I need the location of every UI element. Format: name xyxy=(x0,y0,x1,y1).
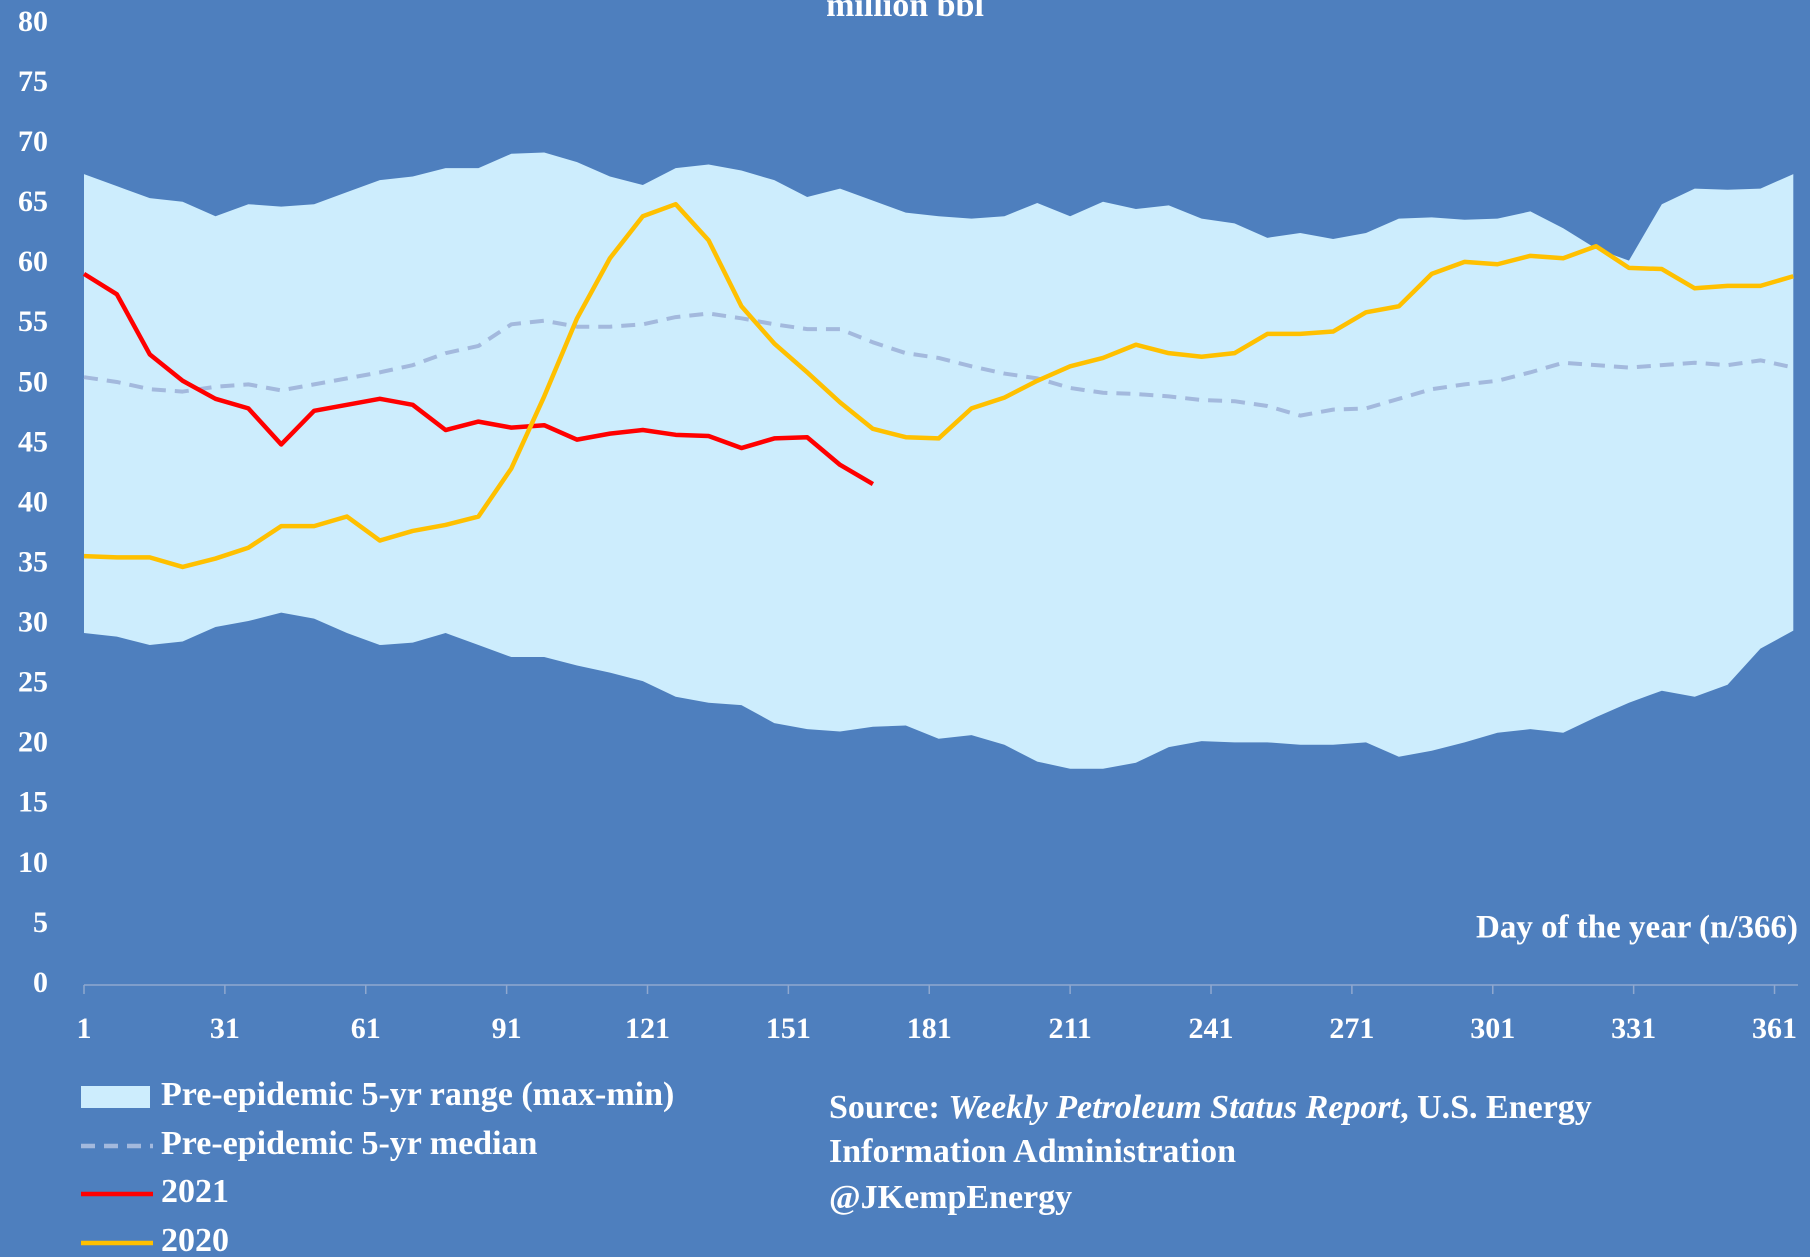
range-area xyxy=(84,152,1794,769)
y-tick-label: 40 xyxy=(18,485,48,518)
x-tick-label: 151 xyxy=(766,1012,811,1045)
x-tick-label: 121 xyxy=(625,1012,670,1045)
legend-swatch xyxy=(81,1086,150,1108)
source-rest: , U.S. Energy xyxy=(1400,1089,1592,1126)
y-tick-label: 80 xyxy=(18,5,48,38)
x-tick-label: 331 xyxy=(1611,1012,1656,1045)
x-tick-label: 31 xyxy=(210,1012,240,1045)
series-line xyxy=(82,271,875,487)
legend-label: 2021 xyxy=(161,1173,229,1210)
source-line: Information Administration xyxy=(829,1133,1236,1170)
series-line xyxy=(83,201,1794,570)
source-label: Source: xyxy=(829,1089,940,1126)
source-line: Source: Weekly Petroleum Status Report, … xyxy=(829,1089,1592,1126)
x-tick-label: 181 xyxy=(907,1012,952,1045)
y-tick-label: 10 xyxy=(18,846,48,879)
y-tick-label: 65 xyxy=(18,185,48,218)
x-tick-label: 1 xyxy=(77,1012,92,1045)
legend-label: Pre-epidemic 5-yr median xyxy=(161,1125,538,1162)
x-tick-label: 241 xyxy=(1189,1012,1234,1045)
y-tick-label: 75 xyxy=(18,65,48,98)
plot-area xyxy=(82,152,1794,769)
chart-subtitle: million bbl xyxy=(826,0,984,24)
x-tick-label: 301 xyxy=(1470,1012,1515,1045)
y-tick-label: 50 xyxy=(18,365,48,398)
x-tick-label: 361 xyxy=(1752,1012,1797,1045)
x-tick-label: 211 xyxy=(1048,1012,1091,1045)
legend-label: Pre-epidemic 5-yr range (max-min) xyxy=(161,1076,674,1113)
y-tick-label: 0 xyxy=(33,966,48,999)
x-axis-label: Day of the year (n/366) xyxy=(1476,910,1798,946)
y-tick-label: 25 xyxy=(18,666,48,699)
source-handle: @JKempEnergy xyxy=(829,1179,1072,1216)
y-tick-label: 55 xyxy=(18,305,48,338)
y-tick-label: 70 xyxy=(18,125,48,158)
x-tick-label: 271 xyxy=(1329,1012,1374,1045)
y-tick-label: 30 xyxy=(18,606,48,639)
x-tick-label: 91 xyxy=(492,1012,522,1045)
y-tick-label: 45 xyxy=(18,425,48,458)
y-tick-label: 60 xyxy=(18,245,48,278)
x-tick-label: 61 xyxy=(351,1012,381,1045)
series-line xyxy=(83,311,1794,418)
y-tick-label: 15 xyxy=(18,786,48,819)
source-report: Weekly Petroleum Status Report xyxy=(948,1089,1401,1126)
legend-label: 2020 xyxy=(161,1222,229,1257)
y-tick-label: 5 xyxy=(33,906,48,939)
y-tick-label: 35 xyxy=(18,545,48,578)
y-tick-label: 20 xyxy=(18,726,48,759)
